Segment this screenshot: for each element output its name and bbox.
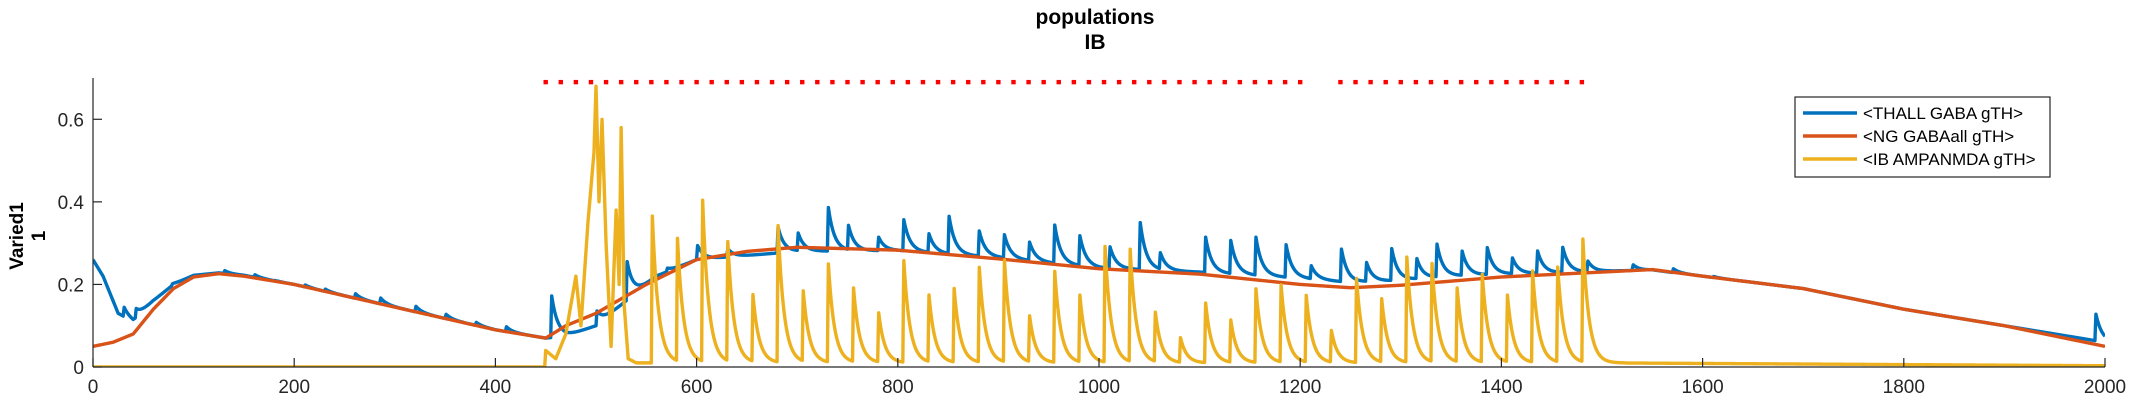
event-marker	[739, 79, 745, 85]
event-marker	[1192, 79, 1197, 85]
event-marker	[920, 79, 926, 85]
event-marker	[1579, 79, 1585, 85]
event-marker	[1222, 79, 1227, 85]
event-marker	[875, 79, 880, 85]
chart-title-line-2: IB	[1085, 31, 1106, 54]
event-marker	[754, 79, 760, 85]
event-marker	[1368, 79, 1373, 85]
event-marker	[1549, 79, 1554, 85]
y-axis-label-line-1: Varied1	[7, 202, 28, 270]
event-marker	[603, 79, 609, 85]
event-marker	[1428, 79, 1434, 85]
event-marker	[709, 79, 714, 85]
event-marker	[1353, 79, 1358, 85]
legend-entry: <NG GABAall gTH>	[1863, 127, 2014, 146]
event-marker	[1489, 79, 1494, 85]
chart-title-line-1: populations	[1036, 6, 1155, 29]
event-marker	[1041, 79, 1046, 85]
y-tick-label: 0.4	[58, 193, 85, 214]
x-tick-label: 1000	[1078, 377, 1120, 398]
y-tick-label: 0.6	[58, 110, 84, 131]
event-marker	[558, 79, 563, 85]
event-markers	[543, 79, 1585, 85]
y-tick-label: 0.2	[58, 275, 84, 296]
series-line-2	[93, 245, 2105, 349]
event-marker	[769, 79, 775, 85]
event-marker	[588, 79, 594, 85]
event-marker	[1474, 79, 1479, 85]
event-marker	[1504, 79, 1509, 85]
x-tick-label: 1200	[1279, 377, 1321, 398]
x-tick-label: 1400	[1480, 377, 1522, 398]
event-marker	[830, 79, 835, 85]
event-marker	[679, 79, 684, 85]
event-marker	[1116, 79, 1122, 85]
event-marker	[1026, 79, 1031, 85]
event-marker	[1338, 79, 1343, 85]
event-marker	[1534, 79, 1539, 85]
event-marker	[1237, 79, 1243, 85]
event-marker	[935, 79, 941, 85]
event-marker	[1298, 79, 1303, 85]
event-marker	[1011, 79, 1016, 85]
event-marker	[1132, 79, 1137, 85]
event-marker	[1267, 79, 1273, 85]
event-marker	[1147, 79, 1152, 85]
event-marker	[981, 79, 986, 85]
x-tick-label: 0	[88, 377, 99, 398]
event-marker	[1282, 79, 1288, 85]
event-marker	[815, 79, 820, 85]
event-marker	[1252, 79, 1258, 85]
event-marker	[573, 79, 579, 85]
event-marker	[860, 79, 865, 85]
series-line-1	[93, 205, 2105, 343]
event-marker	[1207, 79, 1212, 85]
event-marker	[1071, 79, 1077, 85]
legend: <THALL GABA gTH> <NG GABAall gTH> <IB AMPA…	[1794, 96, 2051, 178]
event-marker	[664, 79, 669, 85]
event-marker	[1101, 79, 1107, 85]
event-marker	[890, 79, 895, 85]
axes: 0 200 400 600 800 1000 1200 1400 1600 1800 2000 0 0.…	[58, 78, 2126, 398]
event-marker	[694, 79, 699, 85]
x-tick-label: 2000	[2084, 377, 2126, 398]
event-marker	[1443, 79, 1449, 85]
event-marker	[996, 79, 1001, 85]
chart-title: populations IB	[1036, 6, 1155, 54]
x-tick-label: 1600	[1681, 377, 1723, 398]
event-marker	[1086, 79, 1092, 85]
x-tick-label: 800	[882, 377, 914, 398]
event-marker	[618, 79, 624, 85]
event-marker	[1413, 79, 1419, 85]
legend-entry: <IB AMPANMDA gTH>	[1863, 150, 2036, 169]
event-marker	[1056, 79, 1061, 85]
event-marker	[1398, 79, 1403, 85]
y-tick-label: 0	[73, 358, 84, 379]
event-marker	[649, 79, 654, 85]
event-marker	[543, 79, 548, 85]
event-marker	[634, 79, 639, 85]
x-tick-label: 200	[278, 377, 310, 398]
event-marker	[784, 79, 790, 85]
x-tick-label: 1800	[1883, 377, 1925, 398]
x-tick-label: 400	[480, 377, 512, 398]
x-tick-label: 600	[681, 377, 713, 398]
y-axis-label: Varied1 1	[7, 202, 50, 270]
event-marker	[845, 79, 850, 85]
event-marker	[1564, 79, 1569, 85]
event-marker	[800, 79, 805, 85]
event-marker	[724, 79, 729, 85]
legend-entry: <THALL GABA gTH>	[1863, 104, 2023, 123]
event-marker	[966, 79, 971, 85]
event-marker	[1383, 79, 1388, 85]
y-axis-label-line-2: 1	[29, 230, 50, 241]
event-marker	[905, 79, 911, 85]
event-marker	[1162, 79, 1167, 85]
event-marker	[950, 79, 956, 85]
event-marker	[1458, 79, 1464, 85]
event-marker	[1519, 79, 1524, 85]
event-marker	[1177, 79, 1182, 85]
